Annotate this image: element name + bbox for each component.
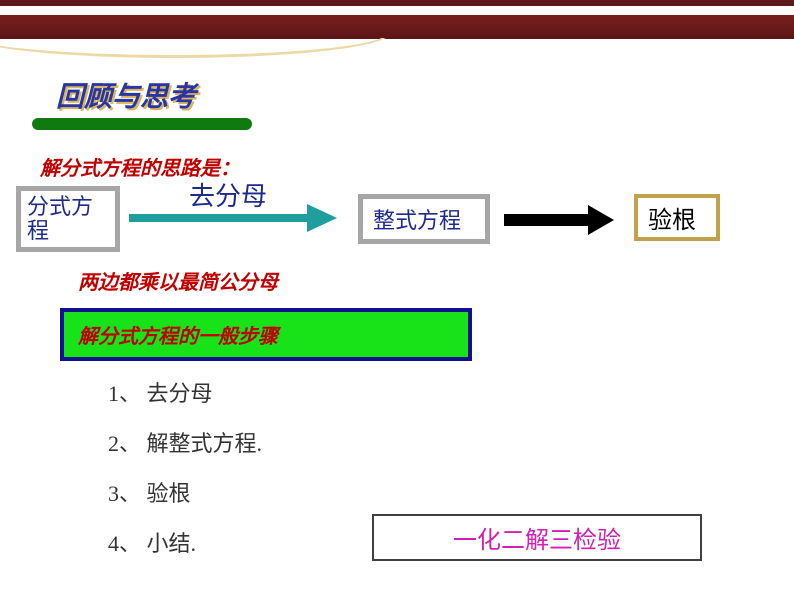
- flow-diagram: 分式方程 去分母 整式方程 验根: [16, 184, 778, 254]
- steps-list: 1、 去分母 2、 解整式方程. 3、 验根 4、 小结.: [108, 376, 262, 576]
- page-title: 回顾与思考: [56, 82, 196, 113]
- list-item: 2、 解整式方程.: [108, 426, 262, 458]
- flow-box-integral: 整式方程: [358, 194, 490, 244]
- arrow-right-icon: [129, 214, 309, 222]
- arrow-right-head-icon: [588, 205, 614, 235]
- summary-text: 一化二解三检验: [453, 528, 621, 554]
- summary-box: 一化二解三检验: [372, 514, 702, 561]
- steps-header: 解分式方程的一般步骤: [60, 308, 472, 361]
- flow-box-fractional: 分式方程: [16, 186, 120, 252]
- flow-arrow-1: 去分母: [129, 184, 339, 244]
- arrow-right-head-icon: [307, 204, 337, 232]
- arrow-right-icon: [504, 214, 590, 226]
- list-item: 3、 验根: [108, 476, 262, 508]
- title-underline: [32, 118, 252, 130]
- flow-arrow-1-label: 去分母: [189, 176, 267, 213]
- title-wrap: 回顾与思考: [56, 75, 196, 115]
- list-item: 4、 小结.: [108, 526, 262, 558]
- flow-arrow-2: [504, 202, 624, 242]
- header-main-stripe: [0, 15, 794, 39]
- header-top-stripe: [0, 0, 794, 6]
- list-item: 1、 去分母: [108, 376, 262, 408]
- flow-box-verify: 验根: [634, 194, 720, 241]
- header-bar: [0, 0, 794, 40]
- sub-intro-text: 两边都乘以最简公分母: [78, 266, 278, 295]
